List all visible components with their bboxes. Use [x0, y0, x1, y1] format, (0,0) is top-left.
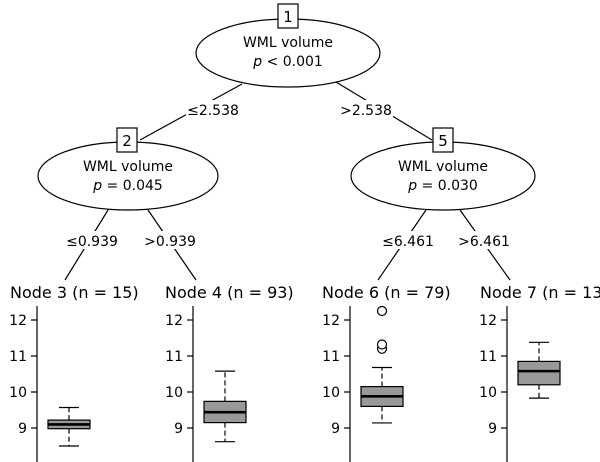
y-tick-label: 9	[174, 421, 183, 437]
node-5-id-box	[432, 127, 454, 153]
y-tick-label: 10	[165, 385, 183, 401]
terminal-3-title: Node 3 (n = 15)	[10, 283, 139, 302]
edge-label-5-6: ≤6.461	[382, 234, 434, 250]
edge-label-1-5: >2.538	[340, 103, 392, 119]
outlier-point	[376, 339, 388, 350]
node-2-pvalue: p = 0.045	[92, 178, 163, 194]
node-1-id-box	[277, 3, 299, 29]
node-5-pvalue: p = 0.030	[407, 178, 478, 194]
node-1-ellipse	[195, 18, 381, 88]
terminal-7-title: Node 7 (n = 13)	[480, 283, 600, 302]
inner-node-1: 1 WML volume p < 0.001	[195, 3, 381, 88]
y-tick-label: 12	[479, 313, 497, 329]
terminal-6-title: Node 6 (n = 79)	[322, 283, 451, 302]
inner-node-5: 5 WML volume p = 0.030	[350, 127, 536, 211]
terminal-4-title: Node 4 (n = 93)	[165, 283, 294, 302]
terminal-node-3: Node 3 (n = 15) 9 10 11 12	[9, 283, 139, 462]
y-tick-label: 10	[9, 385, 27, 401]
y-tick-label: 11	[322, 349, 340, 365]
y-tick-label: 10	[322, 385, 340, 401]
y-tick-label: 9	[18, 421, 27, 437]
edge-label-1-2: ≤2.538	[187, 103, 239, 119]
y-tick-label: 11	[165, 349, 183, 365]
edge-label-2-3: ≤0.939	[66, 234, 118, 250]
terminal-7-boxplot: 9 10 11 12	[479, 306, 561, 462]
terminal-3-boxplot: 9 10 11 12	[9, 306, 91, 462]
terminal-node-6: Node 6 (n = 79) 9 10 11 12	[322, 283, 451, 462]
node-2-variable: WML volume	[83, 159, 173, 175]
y-tick-label: 12	[322, 313, 340, 329]
terminal-node-7: Node 7 (n = 13) 9 10 11 12	[479, 283, 600, 462]
y-tick-label: 11	[479, 349, 497, 365]
outlier-point	[376, 305, 388, 317]
y-tick-label: 11	[9, 349, 27, 365]
node-1-variable: WML volume	[243, 35, 333, 51]
y-tick-label: 12	[165, 313, 183, 329]
terminal-4-boxplot: 9 10 11 12	[165, 306, 247, 462]
terminal-node-4: Node 4 (n = 93) 9 10 11 12	[165, 283, 294, 462]
node-2-id-box	[116, 127, 138, 153]
edge-label-2-4: >0.939	[144, 234, 196, 250]
y-tick-label: 12	[9, 313, 27, 329]
terminal-6-boxplot: 9 10 11 12	[322, 305, 404, 462]
edge-label-5-7: >6.461	[458, 234, 510, 250]
y-tick-label: 10	[479, 385, 497, 401]
box	[517, 360, 561, 386]
node-2-id: 2	[122, 132, 132, 150]
inner-node-2: 2 WML volume p = 0.045	[37, 127, 219, 211]
node-1-id: 1	[283, 8, 293, 26]
y-tick-label: 9	[331, 421, 340, 437]
node-5-variable: WML volume	[398, 159, 488, 175]
node-1-pvalue: p < 0.001	[252, 54, 323, 70]
y-tick-label: 9	[488, 421, 497, 437]
node-5-id: 5	[438, 132, 448, 150]
edge-labels: ≤2.538 >2.538 ≤0.939 >0.939 ≤6.461 >6.46…	[66, 100, 510, 250]
